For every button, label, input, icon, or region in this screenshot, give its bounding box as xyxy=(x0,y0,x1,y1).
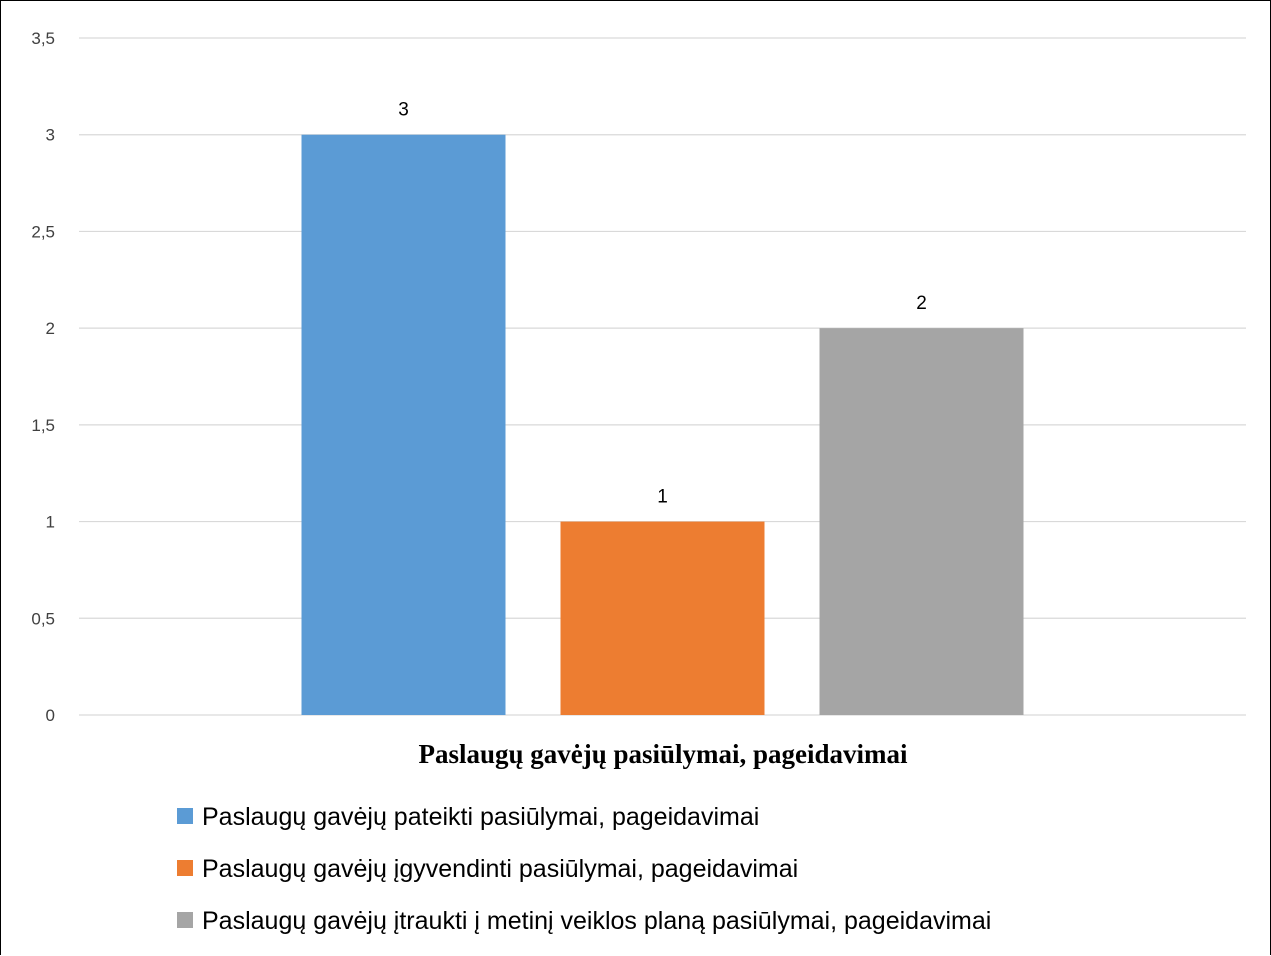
legend-swatch xyxy=(177,860,193,876)
data-label: 3 xyxy=(398,100,409,121)
y-tick-label: 2 xyxy=(46,319,55,338)
y-tick-label: 1 xyxy=(46,513,55,532)
legend-label: Paslaugų gavėjų įtraukti į metinį veiklo… xyxy=(202,907,991,935)
y-tick-label: 0 xyxy=(46,706,55,725)
legend-label: Paslaugų gavėjų įgyvendinti pasiūlymai, … xyxy=(202,855,798,883)
legend-label: Paslaugų gavėjų pateikti pasiūlymai, pag… xyxy=(202,803,759,831)
y-axis-tick-labels: 0 0,5 1 1,5 2 2,5 3 3,5 xyxy=(31,29,55,725)
y-tick-label: 1,5 xyxy=(31,416,55,435)
x-axis-title: Paslaugų gavėjų pasiūlymai, pageidavimai xyxy=(418,739,908,769)
y-tick-label: 3,5 xyxy=(31,29,55,48)
y-tick-label: 2,5 xyxy=(31,222,55,241)
legend-swatch xyxy=(177,912,193,928)
y-tick-label: 3 xyxy=(46,126,55,145)
bar xyxy=(819,328,1024,715)
data-labels: 3 1 2 xyxy=(398,100,927,508)
data-label: 1 xyxy=(657,487,668,508)
y-tick-label: 0,5 xyxy=(31,609,55,628)
legend: Paslaugų gavėjų pateikti pasiūlymai, pag… xyxy=(177,803,991,935)
legend-swatch xyxy=(177,808,193,824)
bars xyxy=(301,134,1024,715)
data-label: 2 xyxy=(916,293,927,314)
bar xyxy=(560,521,765,715)
bar xyxy=(301,134,506,715)
